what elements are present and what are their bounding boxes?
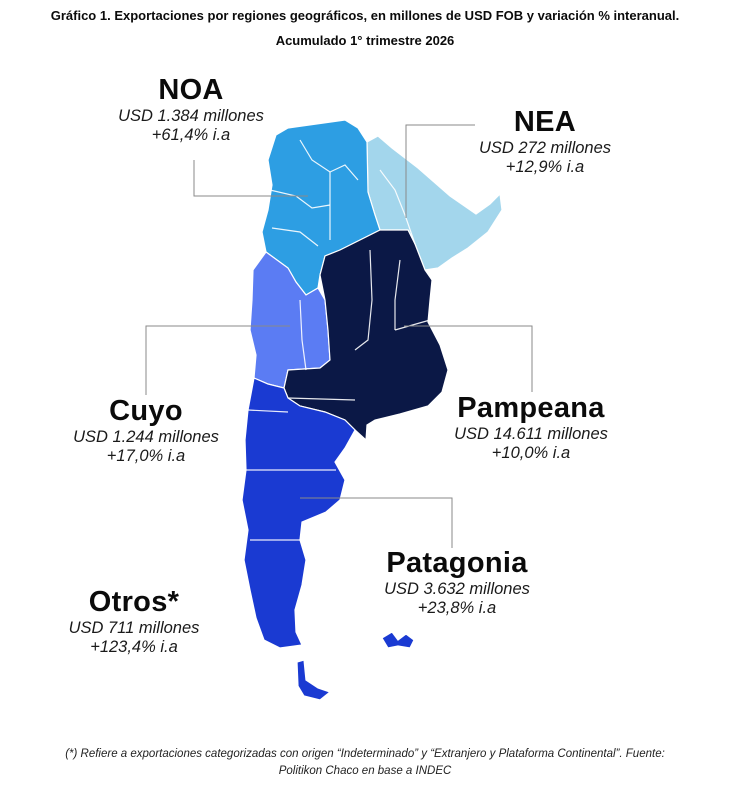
label-noa: NOA USD 1.384 millones +61,4% i.a (86, 74, 296, 145)
label-cuyo: Cuyo USD 1.244 millones +17,0% i.a (40, 395, 252, 466)
region-change: +123,4% i.a (90, 638, 178, 657)
region-name: NOA (158, 74, 224, 106)
region-patagonia[interactable] (241, 377, 356, 649)
region-change: +23,8% i.a (417, 599, 497, 618)
region-value: USD 1.244 millones (73, 428, 219, 447)
region-value: USD 1.384 millones (118, 107, 264, 126)
footnote-source: Politikon Chaco en base a INDEC (278, 764, 452, 777)
region-name: Patagonia (386, 547, 528, 579)
region-islas-malvinas[interactable] (381, 631, 415, 649)
footnote: (*) Refiere a exportaciones categorizada… (0, 746, 730, 779)
region-value: USD 711 millones (68, 619, 200, 638)
connector-pampeana (404, 325, 533, 392)
region-value: USD 3.632 millones (384, 580, 530, 599)
region-noa[interactable] (261, 119, 381, 296)
region-name: Cuyo (109, 395, 183, 427)
region-value: USD 14.611 millones (454, 425, 608, 444)
region-name: Pampeana (457, 392, 605, 424)
connector-nea (405, 124, 475, 218)
chart-subtitle: Acumulado 1° trimestre 2026 (275, 33, 455, 48)
region-value: USD 272 millones (478, 139, 612, 158)
chart-title: Gráfico 1. Exportaciones por regiones ge… (50, 8, 680, 23)
label-otros: Otros* USD 711 millones +123,4% i.a (34, 586, 234, 657)
region-change: +12,9% i.a (505, 158, 585, 177)
connector-noa (193, 160, 308, 197)
region-change: +17,0% i.a (106, 447, 186, 466)
connector-patagonia (300, 497, 453, 548)
province-borders (246, 139, 431, 541)
footnote-line-1: (*) Refiere a exportaciones categorizada… (65, 748, 665, 760)
label-nea: NEA USD 272 millones +12,9% i.a (438, 106, 652, 177)
label-patagonia: Patagonia USD 3.632 millones +23,8% i.a (350, 547, 564, 618)
connector-cuyo (145, 325, 290, 395)
region-name: NEA (513, 106, 577, 138)
label-pampeana: Pampeana USD 14.611 millones +10,0% i.a (414, 392, 648, 463)
region-tierra-del-fuego[interactable] (296, 659, 332, 701)
region-change: +61,4% i.a (151, 126, 231, 145)
region-change: +10,0% i.a (491, 444, 571, 463)
region-name: Otros* (88, 586, 180, 618)
